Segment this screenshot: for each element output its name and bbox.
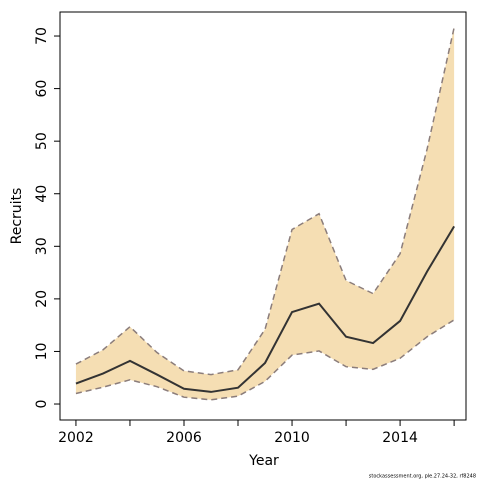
y-axis-label: Recruits [9, 188, 25, 245]
y-tick-label: 50 [34, 132, 50, 150]
y-tick-label: 20 [34, 290, 50, 308]
y-tick-label: 10 [34, 343, 50, 361]
x-axis-label: Year [248, 453, 279, 469]
x-tick-label: 2006 [166, 430, 202, 446]
x-tick-label: 2002 [58, 430, 94, 446]
confidence-band [75, 27, 455, 400]
lower-bound [75, 319, 455, 401]
plot-frame [59, 11, 467, 421]
y-tick-label: 70 [34, 27, 50, 45]
source-note: stockassessment.org, ple.27.24-32, rf824… [369, 474, 476, 480]
estimate-line [75, 225, 455, 393]
y-tick-label: 0 [34, 400, 50, 409]
y-tick-label: 60 [34, 80, 50, 98]
x-tick-label: 2014 [382, 430, 418, 446]
y-tick-label: 30 [34, 237, 50, 255]
x-tick-label: 2010 [274, 430, 310, 446]
y-tick-label: 40 [34, 185, 50, 203]
